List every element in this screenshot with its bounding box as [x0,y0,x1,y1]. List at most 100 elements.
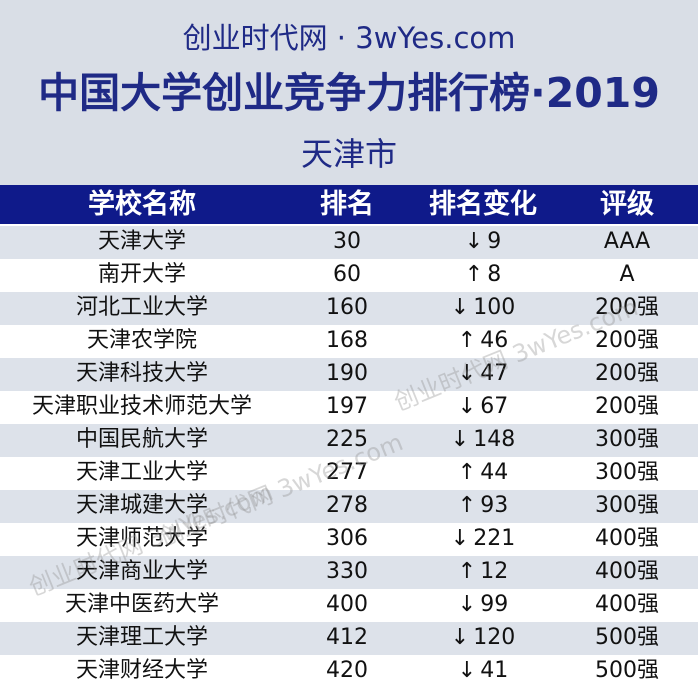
rank-cell: 60 [284,257,410,291]
rank-change-value: 46 [480,328,509,353]
rank-change-value: 99 [480,592,509,617]
arrow-down-icon: ↓ [450,295,470,320]
rank-change-value: 148 [473,427,516,452]
rank-cell: 400 [284,587,410,621]
school-name-cell: 天津中医药大学 [0,587,284,621]
school-name-cell: 天津职业技术师范大学 [0,389,284,423]
page-title: 中国大学创业竞争力排行榜·2019 [38,69,660,117]
rank-change-cell: ↑ 44 [410,455,556,489]
arrow-up-icon: ↑ [464,262,484,287]
school-name-cell: 河北工业大学 [0,290,284,324]
rank-change-value: 67 [480,394,509,419]
grade-cell: 200强 [556,356,698,390]
rank-change-cell: ↓ 47 [410,356,556,390]
grade-cell: 200强 [556,323,698,357]
school-name-cell: 天津理工大学 [0,620,284,654]
grade-cell: 400强 [556,587,698,621]
grade-cell: 300强 [556,422,698,456]
table-row: 天津大学 30 ↓ 9 AAA [0,224,698,258]
grade-cell: 300强 [556,488,698,522]
rank-change-value: 8 [487,262,502,287]
table-row: 河北工业大学 160 ↓ 100 200强 [0,290,698,324]
arrow-down-icon: ↓ [457,592,477,617]
rank-change-cell: ↑ 46 [410,323,556,357]
grade-cell: 500强 [556,620,698,654]
table-row: 天津城建大学 278 ↑ 93 300强 [0,488,698,522]
rank-cell: 278 [284,488,410,522]
rank-change-cell: ↓ 221 [410,521,556,555]
school-name-cell: 天津农学院 [0,323,284,357]
table-row: 天津师范大学 306 ↓ 221 400强 [0,521,698,555]
grade-cell: 400强 [556,521,698,555]
table-row: 天津理工大学 412 ↓ 120 500强 [0,620,698,654]
rank-change-value: 12 [480,559,509,584]
arrow-up-icon: ↑ [457,559,477,584]
table-row: 天津中医药大学 400 ↓ 99 400强 [0,587,698,621]
rank-cell: 277 [284,455,410,489]
table-row: 天津科技大学 190 ↓ 47 200强 [0,356,698,390]
column-header-change: 排名变化 [410,185,556,225]
rank-change-cell: ↓ 41 [410,653,556,686]
rank-change-cell: ↑ 8 [410,257,556,291]
table-header-row: 学校名称 排名 排名变化 评级 [0,185,698,225]
column-header-grade: 评级 [556,185,698,225]
table-row: 天津工业大学 277 ↑ 44 300强 [0,455,698,489]
grade-cell: 500强 [556,653,698,686]
header-banner: 创业时代网 · 3wYes.com 中国大学创业竞争力排行榜·2019 天津市 [0,0,698,185]
rank-change-cell: ↓ 120 [410,620,556,654]
arrow-up-icon: ↑ [457,460,477,485]
arrow-down-icon: ↓ [450,427,470,452]
rank-change-cell: ↓ 67 [410,389,556,423]
arrow-up-icon: ↑ [457,493,477,518]
rank-change-value: 221 [473,526,516,551]
table-row: 南开大学 60 ↑ 8 A [0,257,698,291]
rank-change-cell: ↑ 12 [410,554,556,588]
rank-change-value: 120 [473,625,516,650]
arrow-down-icon: ↓ [450,526,470,551]
grade-cell: 200强 [556,290,698,324]
arrow-down-icon: ↓ [457,361,477,386]
rank-change-cell: ↓ 148 [410,422,556,456]
rank-change-value: 93 [480,493,509,518]
rank-cell: 30 [284,224,410,258]
rank-change-value: 47 [480,361,509,386]
grade-cell: AAA [556,224,698,258]
rank-change-cell: ↑ 93 [410,488,556,522]
arrow-down-icon: ↓ [457,394,477,419]
school-name-cell: 天津财经大学 [0,653,284,686]
rank-change-value: 9 [487,229,502,254]
rank-cell: 412 [284,620,410,654]
grade-cell: 200强 [556,389,698,423]
rank-cell: 190 [284,356,410,390]
column-header-rank: 排名 [284,185,410,225]
arrow-down-icon: ↓ [457,658,477,683]
arrow-down-icon: ↓ [464,229,484,254]
school-name-cell: 天津商业大学 [0,554,284,588]
arrow-down-icon: ↓ [450,625,470,650]
rank-change-value: 44 [480,460,509,485]
school-name-cell: 中国民航大学 [0,422,284,456]
arrow-up-icon: ↑ [457,328,477,353]
grade-cell: A [556,257,698,291]
rank-cell: 225 [284,422,410,456]
rank-cell: 306 [284,521,410,555]
site-name: 创业时代网 · 3wYes.com [182,21,516,55]
school-name-cell: 南开大学 [0,257,284,291]
rank-cell: 197 [284,389,410,423]
grade-cell: 400强 [556,554,698,588]
school-name-cell: 天津城建大学 [0,488,284,522]
table-row: 中国民航大学 225 ↓ 148 300强 [0,422,698,456]
city-subtitle: 天津市 [300,135,397,173]
rank-cell: 330 [284,554,410,588]
rank-cell: 160 [284,290,410,324]
school-name-cell: 天津师范大学 [0,521,284,555]
table-row: 天津农学院 168 ↑ 46 200强 [0,323,698,357]
table-row: 天津职业技术师范大学 197 ↓ 67 200强 [0,389,698,423]
rank-cell: 420 [284,653,410,686]
column-header-name: 学校名称 [0,185,284,225]
rank-change-cell: ↓ 9 [410,224,556,258]
table-row: 天津商业大学 330 ↑ 12 400强 [0,554,698,588]
ranking-table: 学校名称 排名 排名变化 评级 天津大学 30 ↓ 9 AAA 南开大学 60 ↑ 8 A 河北工业… [0,185,698,686]
rank-change-value: 41 [480,658,509,683]
school-name-cell: 天津大学 [0,224,284,258]
